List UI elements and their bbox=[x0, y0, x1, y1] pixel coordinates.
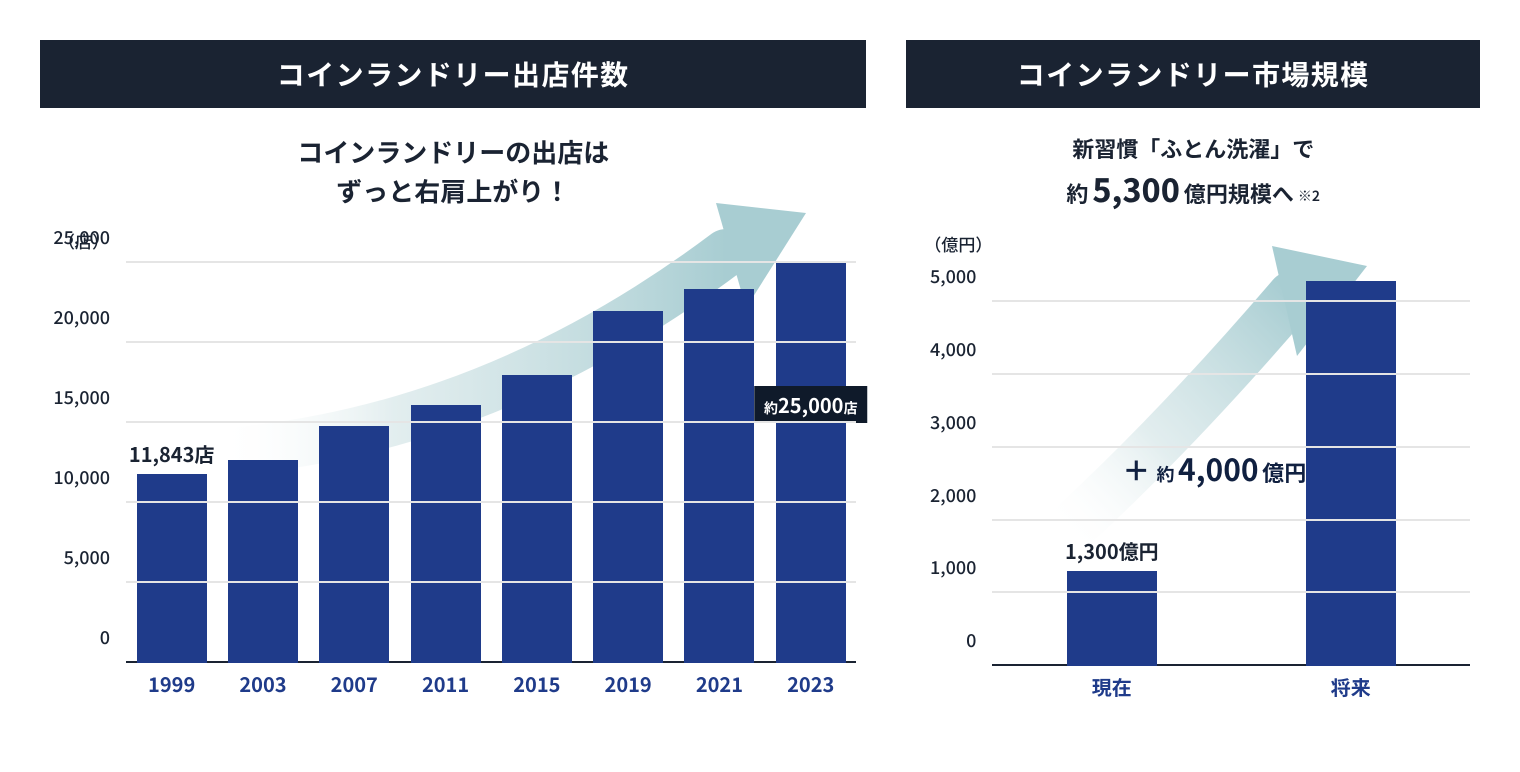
x-label: 現在 bbox=[992, 666, 1231, 696]
gridline bbox=[126, 501, 856, 503]
y-tick-label: 3,000 bbox=[930, 409, 976, 435]
bar-slot bbox=[217, 263, 308, 663]
market-increase-unit: 億円 bbox=[1262, 456, 1306, 488]
market-title: コインランドリー市場規模 bbox=[906, 40, 1480, 108]
bar-value-label: 1,300億円 bbox=[1065, 536, 1159, 565]
market-increase-number: 4,000 bbox=[1178, 446, 1259, 490]
bar bbox=[1067, 571, 1157, 666]
x-label: 2003 bbox=[217, 663, 308, 693]
bar-slot bbox=[400, 263, 491, 663]
gridline bbox=[126, 341, 856, 343]
market-y-unit: （億円） bbox=[924, 231, 1480, 256]
market-callout-line1: 新習慣「ふとん洗濯」で bbox=[906, 132, 1480, 165]
gridline bbox=[992, 446, 1470, 448]
x-label: 2023 bbox=[765, 663, 856, 693]
stores-plot-area: 11,843店 約25,000店 bbox=[126, 263, 856, 663]
market-callout-line2: 約5,300億円規模へ※2 bbox=[906, 165, 1480, 213]
market-x-labels: 現在将来 bbox=[992, 666, 1470, 696]
bar-slot bbox=[309, 263, 400, 663]
gridline bbox=[126, 421, 856, 423]
bar bbox=[411, 405, 481, 663]
badge-number: 25,000 bbox=[778, 390, 844, 419]
stores-callout-line2: ずっと右肩上がり！ bbox=[40, 171, 866, 210]
market-increase-plus: ＋ bbox=[1122, 450, 1150, 490]
bar-value-label: 11,843店 bbox=[129, 439, 215, 468]
y-tick-label: 0 bbox=[100, 624, 110, 650]
y-tick-label: 4,000 bbox=[930, 336, 976, 362]
bar-slot bbox=[582, 263, 673, 663]
bar-slot bbox=[491, 263, 582, 663]
gridline bbox=[992, 373, 1470, 375]
x-label: 2019 bbox=[582, 663, 673, 693]
x-label: 2021 bbox=[674, 663, 765, 693]
x-label: 2007 bbox=[309, 663, 400, 693]
y-tick-label: 20,000 bbox=[53, 304, 110, 330]
y-tick-label: 5,000 bbox=[64, 544, 110, 570]
bar bbox=[228, 460, 298, 663]
market-increase-annot: ＋約 4,000 億円 bbox=[1122, 446, 1306, 490]
y-tick-label: 5,000 bbox=[930, 263, 976, 289]
stores-title: コインランドリー出店件数 bbox=[40, 40, 866, 108]
bar-slot bbox=[674, 263, 765, 663]
y-tick-label: 0 bbox=[966, 627, 976, 653]
market-callout-post: 億円規模へ bbox=[1184, 177, 1294, 209]
market-callout: 新習慣「ふとん洗濯」で 約5,300億円規模へ※2 bbox=[906, 132, 1480, 213]
bar-slot: 約25,000店 bbox=[765, 263, 856, 663]
y-tick-label: 15,000 bbox=[53, 384, 110, 410]
y-tick-label: 2,000 bbox=[930, 482, 976, 508]
y-tick-label: 25,000 bbox=[53, 224, 110, 250]
market-panel: コインランドリー市場規模 新習慣「ふとん洗濯」で 約5,300億円規模へ※2 （… bbox=[906, 40, 1480, 732]
gridline bbox=[992, 519, 1470, 521]
stores-chart: 05,00010,00015,00020,00025,000 11,843店約2… bbox=[40, 263, 866, 693]
gridline bbox=[992, 591, 1470, 593]
bar bbox=[319, 426, 389, 663]
gridline bbox=[126, 581, 856, 583]
stores-y-unit: （店） bbox=[58, 228, 866, 253]
bar bbox=[502, 375, 572, 663]
bar bbox=[776, 263, 846, 663]
market-chart: 0 1,000 2,000 3,000 4,000 5,000 1,300億円 ＋約 4,… bbox=[906, 266, 1480, 696]
stores-callout-line1: コインランドリーの出店は bbox=[40, 132, 866, 171]
stores-y-axis: 05,00010,00015,00020,00025,000 bbox=[40, 263, 120, 663]
y-tick-label: 1,000 bbox=[930, 554, 976, 580]
market-y-axis: 0 1,000 2,000 3,000 4,000 5,000 bbox=[906, 266, 986, 666]
market-increase-approx: 約 bbox=[1156, 461, 1174, 487]
stores-bars: 11,843店 約25,000店 bbox=[126, 263, 856, 663]
bar-slot: 11,843店 bbox=[126, 263, 217, 663]
y-tick-label: 10,000 bbox=[53, 464, 110, 490]
bar bbox=[684, 289, 754, 663]
stores-panel: コインランドリー出店件数 コインランドリーの出店は ずっと右肩上がり！ （店） … bbox=[40, 40, 866, 732]
bar bbox=[593, 311, 663, 663]
market-plot-area: 1,300億円 ＋約 4,000 億円 bbox=[992, 266, 1470, 666]
x-label: 2011 bbox=[400, 663, 491, 693]
stores-callout: コインランドリーの出店は ずっと右肩上がり！ bbox=[40, 132, 866, 210]
market-callout-approx: 約 bbox=[1066, 177, 1088, 209]
bar bbox=[1306, 281, 1396, 666]
gridline bbox=[992, 300, 1470, 302]
x-label: 1999 bbox=[126, 663, 217, 693]
bar-badge: 約25,000店 bbox=[754, 386, 868, 423]
x-label: 将来 bbox=[1231, 666, 1470, 696]
badge-prefix: 約 bbox=[764, 398, 778, 418]
x-label: 2015 bbox=[491, 663, 582, 693]
market-callout-note: ※2 bbox=[1298, 186, 1320, 206]
market-callout-number: 5,300 bbox=[1092, 166, 1180, 212]
stores-x-labels: 19992003200720112015201920212023 bbox=[126, 663, 856, 693]
gridline bbox=[126, 261, 856, 263]
badge-suffix: 店 bbox=[843, 398, 857, 418]
